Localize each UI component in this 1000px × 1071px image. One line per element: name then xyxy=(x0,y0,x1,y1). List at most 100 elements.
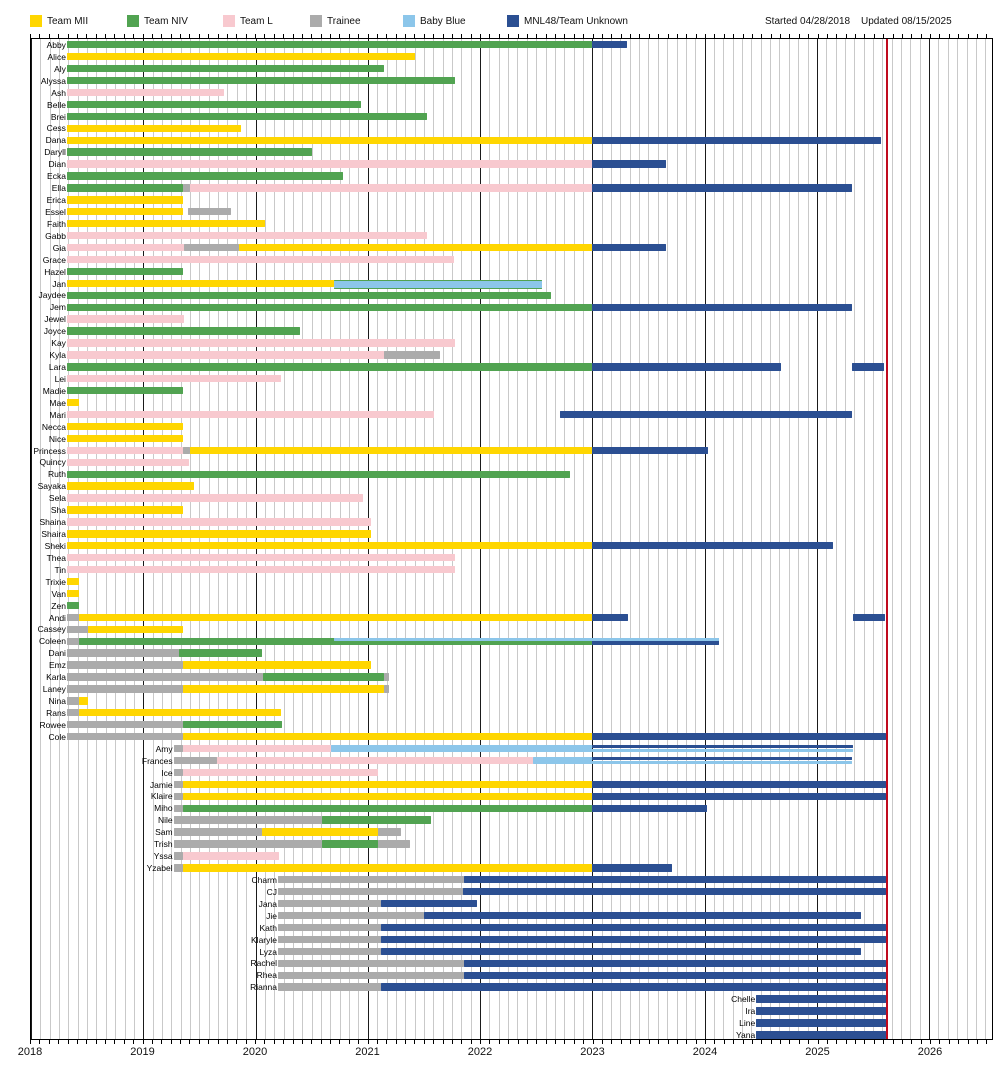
axis-tick xyxy=(114,34,116,38)
axis-tick xyxy=(564,34,566,38)
axis-tick xyxy=(151,34,153,38)
timeline-bar-niv xyxy=(66,601,80,610)
member-row: Cassey xyxy=(31,624,992,636)
axis-tick xyxy=(480,34,481,38)
axis-tick xyxy=(395,34,397,38)
month-gridline xyxy=(339,39,341,1039)
month-gridline xyxy=(40,39,42,1039)
axis-tick xyxy=(470,1040,472,1044)
axis-tick xyxy=(798,1040,800,1044)
member-row: Emz xyxy=(31,659,992,671)
member-row: Erica xyxy=(31,194,992,206)
axis-tick xyxy=(948,34,950,38)
timeline-bar-trainee xyxy=(66,732,183,741)
member-label: Karla xyxy=(46,672,66,683)
member-label: Klaire xyxy=(150,791,173,802)
axis-tick xyxy=(564,1040,566,1044)
timeline-bar-trainee xyxy=(173,744,183,753)
axis-tick xyxy=(67,34,69,38)
timeline-bar-trainee xyxy=(173,756,218,765)
axis-tick xyxy=(939,1040,941,1044)
timeline-bar-mii xyxy=(182,780,593,789)
axis-tick xyxy=(705,1040,706,1044)
member-row: Necca xyxy=(31,421,992,433)
axis-tick xyxy=(498,1040,500,1044)
timeline-bar-unk xyxy=(592,446,708,455)
timeline-bar-mii xyxy=(66,506,183,514)
axis-tick xyxy=(630,1040,631,1044)
timeline-bar-niv xyxy=(182,804,593,812)
axis-tick xyxy=(236,34,238,38)
member-row: Nile xyxy=(31,814,992,826)
axis-tick xyxy=(283,1040,285,1044)
timeline-bar-l xyxy=(66,458,190,466)
member-label: Dani xyxy=(48,648,66,659)
legend-item-trainee: Trainee xyxy=(310,14,361,28)
axis-tick xyxy=(573,1040,575,1044)
month-gridline xyxy=(938,39,940,1039)
month-gridline xyxy=(826,39,828,1039)
timeline-bar-babyblue xyxy=(334,279,542,290)
member-label: CJ xyxy=(266,886,277,897)
axis-tick xyxy=(508,34,510,38)
member-row: Sha xyxy=(31,504,992,516)
member-row: Andi xyxy=(31,612,992,624)
timeline-bar-trainee xyxy=(188,208,231,216)
month-gridline xyxy=(545,39,547,1039)
year-label: 2026 xyxy=(917,1046,943,1058)
timeline-bar-trainee xyxy=(277,935,382,944)
member-row: Ella xyxy=(31,182,992,194)
axis-tick xyxy=(161,34,163,38)
axis-tick xyxy=(358,1040,360,1044)
year-label: 2021 xyxy=(355,1046,380,1058)
axis-tick xyxy=(611,34,613,38)
axis-tick xyxy=(405,34,406,38)
member-label: Alice xyxy=(47,51,66,62)
timeline-bar-mii xyxy=(79,709,282,717)
month-gridline xyxy=(611,39,613,1039)
axis-tick xyxy=(826,1040,828,1044)
timeline-bar-mii xyxy=(66,136,593,144)
timeline-bar-mii xyxy=(182,661,372,669)
timeline-bar-niv xyxy=(66,327,301,335)
timeline-bar-mii xyxy=(66,279,335,288)
member-label: Ruth xyxy=(47,469,66,480)
legend-label: Team MII xyxy=(47,15,89,27)
month-gridline xyxy=(49,39,51,1039)
member-label: Alyssa xyxy=(40,75,66,86)
year-gridline xyxy=(255,39,257,1039)
axis-tick xyxy=(217,34,219,38)
axis-tick xyxy=(451,1040,453,1044)
timeline-bar-unk xyxy=(463,888,887,896)
axis-tick xyxy=(498,34,500,38)
month-gridline xyxy=(105,39,107,1039)
timeline-bar-niv xyxy=(66,148,312,156)
axis-tick xyxy=(826,34,828,38)
member-row: Brei xyxy=(31,111,992,123)
axis-tick xyxy=(414,1040,416,1044)
month-gridline xyxy=(199,39,201,1039)
axis-tick xyxy=(86,34,88,38)
member-label: Chelle xyxy=(731,994,756,1005)
member-label: Sam xyxy=(155,827,173,838)
member-label: Lara xyxy=(48,362,66,373)
timeline-bar-trainee xyxy=(173,828,263,836)
member-row: Kyla xyxy=(31,349,992,361)
axis-tick xyxy=(330,34,331,38)
axis-tick xyxy=(967,1040,969,1044)
month-gridline xyxy=(489,39,491,1039)
member-label: Lyza xyxy=(259,946,277,957)
member-row: Alyssa xyxy=(31,75,992,87)
member-label: Trish xyxy=(154,839,173,850)
member-row: Nice xyxy=(31,433,992,445)
member-row: Aly xyxy=(31,63,992,75)
member-row: Dani xyxy=(31,647,992,659)
axis-tick xyxy=(442,34,444,38)
month-gridline xyxy=(770,39,772,1039)
axis-tick xyxy=(555,34,556,38)
axis-tick xyxy=(742,34,744,38)
timeline-bar-trainee xyxy=(277,971,465,979)
axis-tick xyxy=(789,1040,791,1044)
timeline-bar-mii xyxy=(66,530,372,538)
axis-tick xyxy=(705,34,706,38)
